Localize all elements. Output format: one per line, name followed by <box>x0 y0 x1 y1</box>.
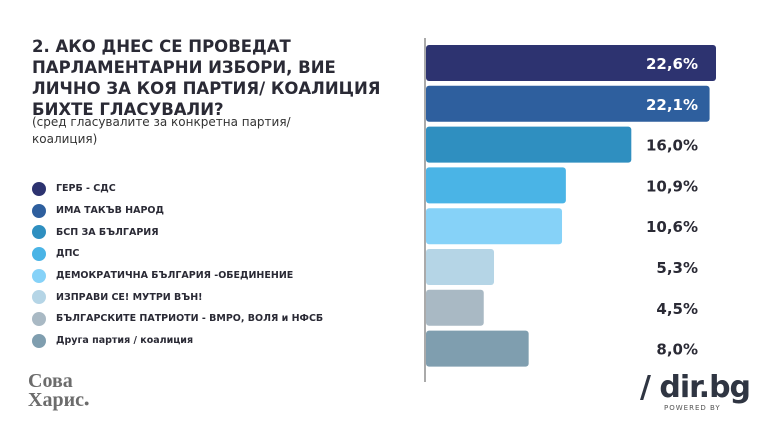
data-label: 22,1% <box>646 96 698 114</box>
legend-item: ДПС <box>32 243 323 265</box>
bar <box>426 249 495 285</box>
legend-swatch <box>32 203 46 218</box>
legend-label: ИЗПРАВИ СЕ! МУТРИ ВЪН! <box>56 291 203 303</box>
legend: ГЕРБ - СДС ИМА ТАКЪВ НАРОД БСП ЗА БЪЛГАРИЯ… <box>32 178 323 352</box>
legend-item: Друга партия / коалиция <box>32 330 323 352</box>
bar <box>426 330 529 367</box>
legend-swatch <box>32 268 46 283</box>
legend-swatch <box>32 246 46 261</box>
legend-item: ГЕРБ - СДС <box>32 178 323 200</box>
bar <box>426 126 632 163</box>
bar <box>426 85 710 122</box>
legend-label: ДПС <box>56 248 80 260</box>
legend-item: БСП ЗА БЪЛГАРИЯ <box>32 221 323 243</box>
legend-label: ГЕРБ - СДС <box>56 183 116 195</box>
legend-label: Друга партия / коалиция <box>56 335 194 347</box>
legend-label: ДЕМОКРАТИЧНА БЪЛГАРИЯ -ОБЕДИНЕНИЕ <box>56 270 294 282</box>
legend-swatch <box>32 333 46 348</box>
bar <box>426 289 484 326</box>
legend-item: ДЕМОКРАТИЧНА БЪЛГАРИЯ -ОБЕДИНЕНИЕ <box>32 265 323 287</box>
data-label: 4,5% <box>656 300 698 318</box>
chart-title: 2. АКО ДНЕС СЕ ПРОВЕДАТ ПАРЛАМЕНТАРНИ ИЗ… <box>32 37 381 119</box>
data-label: 5,3% <box>656 259 698 277</box>
legend-item: БЪЛГАРСКИТЕ ПАТРИОТИ - ВМРО, ВОЛЯ и НФСБ <box>32 308 323 330</box>
data-label: 10,9% <box>646 177 698 195</box>
data-label: 16,0% <box>646 137 698 155</box>
legend-item: ИМА ТАКЪВ НАРОД <box>32 200 323 222</box>
sova-haris-logo: Сова Харис● <box>28 370 90 411</box>
legend-item: ИЗПРАВИ СЕ! МУТРИ ВЪН! <box>32 286 323 308</box>
legend-swatch <box>32 181 46 196</box>
bar <box>426 45 716 81</box>
legend-swatch <box>32 290 46 305</box>
bar <box>426 208 563 245</box>
chart-subtitle: (сред гласувалите за конкретна партия/ко… <box>32 115 291 146</box>
legend-label: БСП ЗА БЪЛГАРИЯ <box>56 226 159 238</box>
legend-swatch <box>32 311 46 326</box>
legend-label: БЪЛГАРСКИТЕ ПАТРИОТИ - ВМРО, ВОЛЯ и НФСБ <box>56 313 324 325</box>
data-label: 22,6% <box>646 55 698 73</box>
data-label: 8,0% <box>656 341 698 359</box>
bar <box>426 167 566 204</box>
data-label: 10,6% <box>646 218 698 236</box>
legend-label: ИМА ТАКЪВ НАРОД <box>56 205 164 217</box>
dir-bg-logo: / dir.bg POWERED BY <box>640 370 751 412</box>
legend-swatch <box>32 225 46 240</box>
